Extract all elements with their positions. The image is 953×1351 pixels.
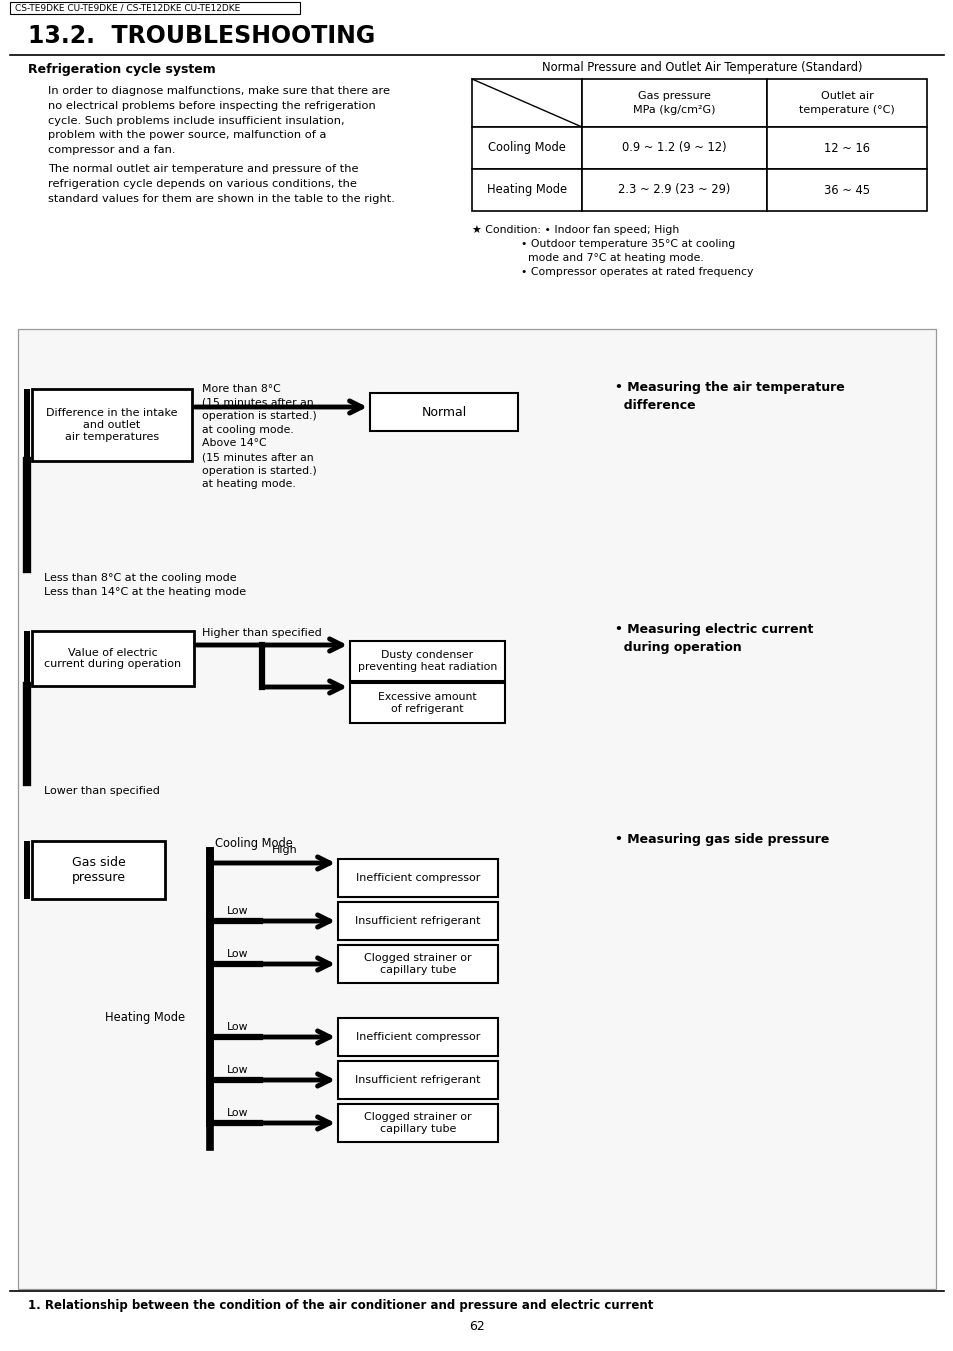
Text: Clogged strainer or
capillary tube: Clogged strainer or capillary tube	[364, 1112, 472, 1133]
Bar	[472, 169, 581, 211]
Bar	[581, 78, 766, 127]
Text: Cooling Mode: Cooling Mode	[488, 142, 565, 154]
Text: Clogged strainer or
capillary tube: Clogged strainer or capillary tube	[364, 954, 472, 975]
Text: Gas pressure
MPa (kg/cm²G): Gas pressure MPa (kg/cm²G)	[632, 92, 715, 115]
Text: mode and 7°C at heating mode.: mode and 7°C at heating mode.	[472, 253, 703, 263]
Text: • Outdoor temperature 35°C at cooling: • Outdoor temperature 35°C at cooling	[472, 239, 735, 249]
Text: 1. Relationship between the condition of the air conditioner and pressure and el: 1. Relationship between the condition of…	[28, 1298, 653, 1312]
Text: Low: Low	[227, 1108, 249, 1119]
Bar	[472, 127, 581, 169]
Bar	[32, 389, 192, 461]
Text: Difference in the intake
and outlet
air temperatures: Difference in the intake and outlet air …	[46, 408, 177, 442]
Text: • Measuring electric current
  during operation: • Measuring electric current during oper…	[615, 623, 813, 654]
Text: 62: 62	[469, 1320, 484, 1333]
Bar	[24, 631, 30, 686]
Bar	[350, 684, 504, 723]
Bar	[766, 127, 926, 169]
Text: Cooling Mode: Cooling Mode	[214, 838, 293, 850]
Text: Heating Mode: Heating Mode	[105, 1012, 185, 1024]
Bar	[472, 78, 581, 127]
Text: Outlet air
temperature (°C): Outlet air temperature (°C)	[799, 92, 894, 115]
Text: High: High	[272, 844, 297, 855]
Bar	[337, 902, 497, 940]
Bar	[24, 389, 30, 461]
Text: Excessive amount
of refrigerant: Excessive amount of refrigerant	[377, 692, 476, 713]
Text: ★ Condition: • Indoor fan speed; High: ★ Condition: • Indoor fan speed; High	[472, 226, 679, 235]
Text: Value of electric
current during operation: Value of electric current during operati…	[45, 647, 181, 669]
Text: • Measuring gas side pressure: • Measuring gas side pressure	[615, 834, 828, 846]
Text: Low: Low	[227, 948, 249, 959]
Bar	[337, 1019, 497, 1056]
Bar	[24, 842, 30, 898]
Text: Inefficient compressor: Inefficient compressor	[355, 1032, 479, 1042]
Text: 36 ~ 45: 36 ~ 45	[823, 184, 869, 196]
Text: 0.9 ~ 1.2 (9 ~ 12): 0.9 ~ 1.2 (9 ~ 12)	[621, 142, 725, 154]
Bar	[766, 78, 926, 127]
Text: More than 8°C
(15 minutes after an
operation is started.)
at cooling mode.
Above: More than 8°C (15 minutes after an opera…	[202, 384, 316, 489]
Text: Heating Mode: Heating Mode	[486, 184, 566, 196]
Bar	[10, 1, 299, 14]
Text: Less than 8°C at the cooling mode
Less than 14°C at the heating mode: Less than 8°C at the cooling mode Less t…	[44, 573, 246, 597]
Text: Inefficient compressor: Inefficient compressor	[355, 873, 479, 884]
Text: In order to diagnose malfunctions, make sure that there are
no electrical proble: In order to diagnose malfunctions, make …	[48, 86, 390, 155]
Text: Insufficient refrigerant: Insufficient refrigerant	[355, 1075, 480, 1085]
Bar	[337, 859, 497, 897]
Text: The normal outlet air temperature and pressure of the
refrigeration cycle depend: The normal outlet air temperature and pr…	[48, 163, 395, 204]
Text: • Measuring the air temperature
  difference: • Measuring the air temperature differen…	[615, 381, 843, 412]
Bar	[581, 127, 766, 169]
Text: Higher than specified: Higher than specified	[202, 628, 321, 638]
Bar	[18, 330, 935, 1289]
Text: • Compressor operates at rated frequency: • Compressor operates at rated frequency	[472, 267, 753, 277]
Bar	[32, 631, 193, 686]
Text: 2.3 ~ 2.9 (23 ~ 29): 2.3 ~ 2.9 (23 ~ 29)	[618, 184, 729, 196]
Text: 12 ~ 16: 12 ~ 16	[823, 142, 869, 154]
Text: Dusty condenser
preventing heat radiation: Dusty condenser preventing heat radiatio…	[357, 650, 497, 671]
Bar	[766, 169, 926, 211]
Text: Refrigeration cycle system: Refrigeration cycle system	[28, 63, 215, 77]
Bar	[337, 944, 497, 984]
Text: 13.2.  TROUBLESHOOTING: 13.2. TROUBLESHOOTING	[28, 24, 375, 49]
Text: Insufficient refrigerant: Insufficient refrigerant	[355, 916, 480, 925]
Text: Normal Pressure and Outlet Air Temperature (Standard): Normal Pressure and Outlet Air Temperatu…	[541, 62, 862, 74]
Text: Low: Low	[227, 1021, 249, 1032]
Text: Low: Low	[227, 1065, 249, 1075]
Bar	[350, 640, 504, 681]
Text: Low: Low	[227, 907, 249, 916]
Text: Gas side
pressure: Gas side pressure	[71, 857, 126, 884]
Bar	[337, 1104, 497, 1142]
Bar	[370, 393, 517, 431]
Bar	[32, 842, 165, 898]
Bar	[581, 169, 766, 211]
Text: CS-TE9DKE CU-TE9DKE / CS-TE12DKE CU-TE12DKE: CS-TE9DKE CU-TE9DKE / CS-TE12DKE CU-TE12…	[15, 4, 240, 12]
Bar	[337, 1061, 497, 1098]
Text: Normal: Normal	[421, 405, 466, 419]
Text: Lower than specified: Lower than specified	[44, 786, 160, 796]
